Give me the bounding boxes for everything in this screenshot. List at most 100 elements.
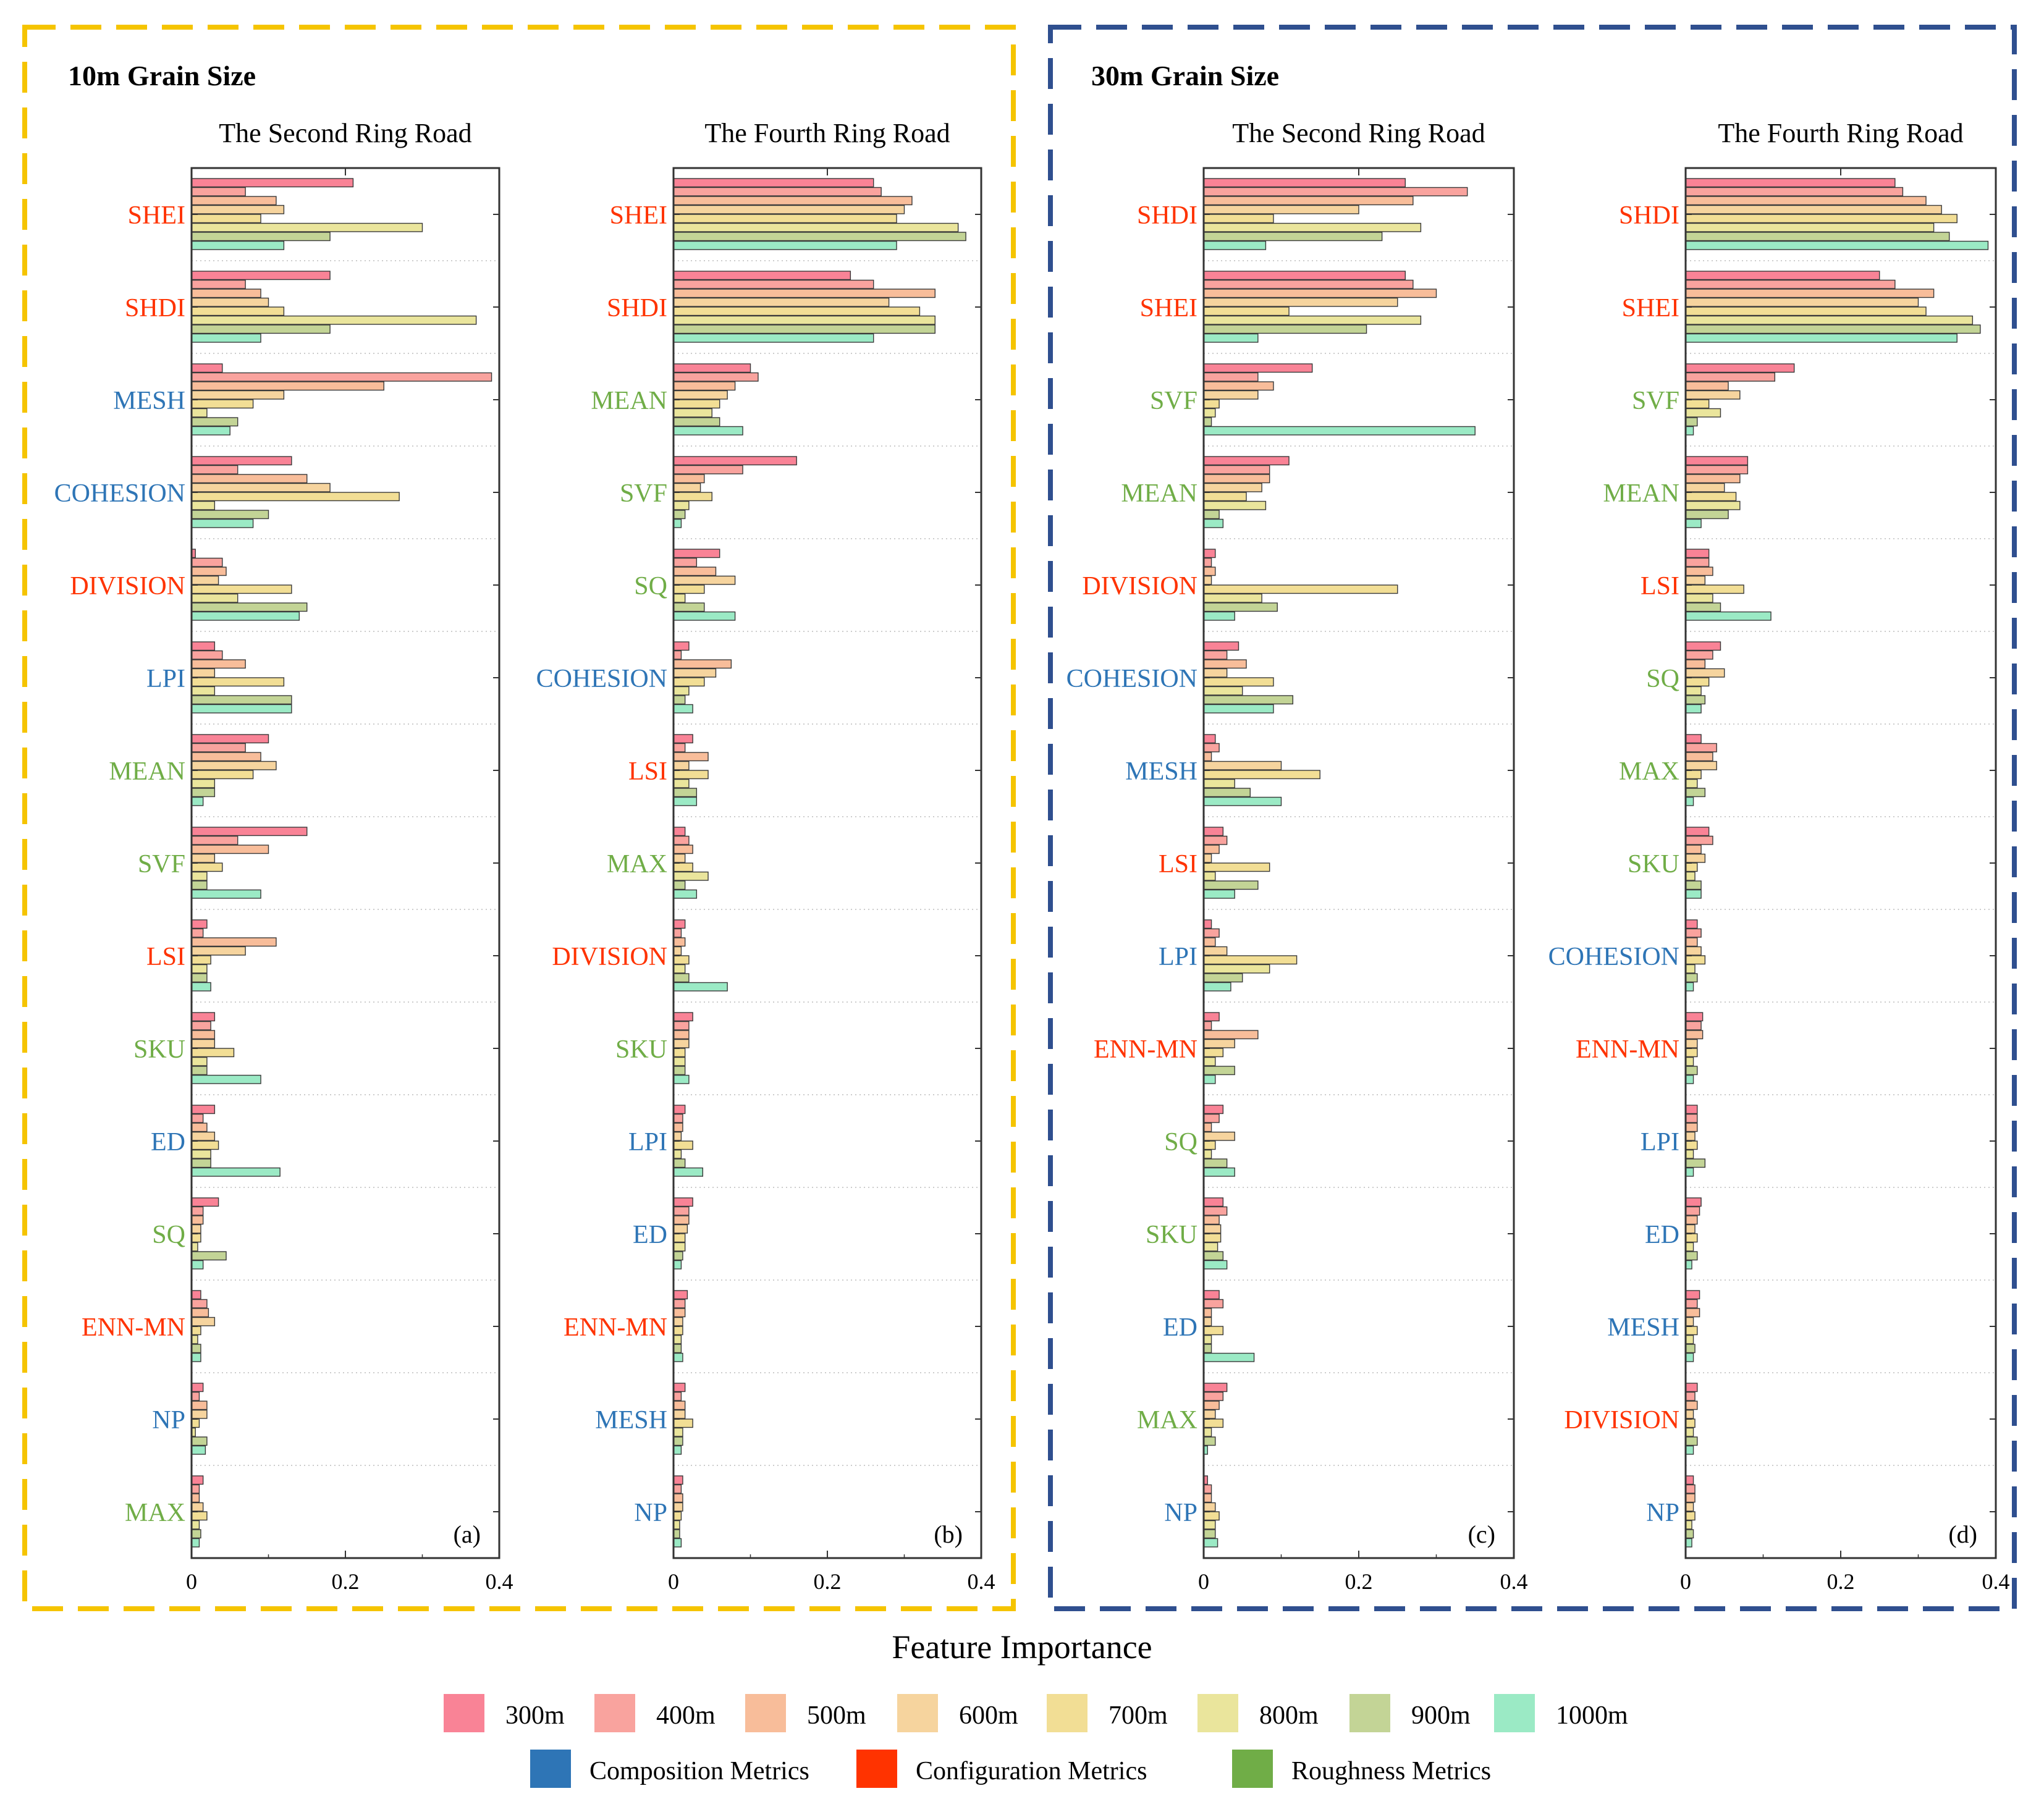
bar-max-500m: [1685, 752, 1713, 762]
bar-lsi-300m: [1203, 827, 1224, 836]
bar-mesh-600m: [191, 390, 285, 400]
bar-shei-1000m: [1685, 333, 1957, 343]
feature-label-cohesion: COHESION: [1066, 665, 1197, 693]
legend-label-700m: 700m: [1109, 1701, 1168, 1730]
bar-max-800m: [673, 871, 709, 881]
bar-lpi-1000m: [673, 1167, 704, 1177]
bar-cohesion-700m: [1685, 955, 1706, 965]
bar-shei-1000m: [1203, 333, 1259, 343]
bar-mesh-900m: [191, 417, 239, 427]
legend-swatch-800m: [1197, 1694, 1238, 1732]
bar-shdi-700m: [1685, 214, 1957, 224]
bar-shei-500m: [1203, 289, 1437, 298]
bar-cohesion-700m: [673, 677, 705, 687]
bar-mesh-700m: [1685, 1326, 1698, 1336]
bar-lpi-700m: [191, 677, 285, 687]
bar-mesh-900m: [1685, 1344, 1696, 1354]
bar-division-300m: [673, 919, 686, 929]
bar-sq-1000m: [1685, 704, 1702, 714]
bar-sku-900m: [1685, 880, 1702, 890]
bar-ed-500m: [1685, 1215, 1698, 1225]
bar-cohesion-700m: [1203, 677, 1274, 687]
bar-lsi-800m: [191, 964, 208, 974]
bar-mesh-800m: [673, 1427, 683, 1437]
legend-label-1000m: 1000m: [1556, 1701, 1628, 1730]
bar-cohesion-800m: [1203, 686, 1243, 696]
bar-division-700m: [1203, 584, 1398, 594]
bar-lsi-300m: [673, 734, 693, 744]
bar-cohesion-500m: [191, 474, 308, 484]
feature-label-svf: SVF: [1150, 387, 1197, 415]
bar-ed-500m: [673, 1215, 690, 1225]
bar-division-800m: [191, 593, 239, 603]
bar-mean-500m: [673, 381, 736, 391]
bar-shdi-900m: [1203, 232, 1383, 242]
bar-np-700m: [191, 1418, 200, 1428]
bar-svf-1000m: [191, 889, 261, 899]
bar-sku-800m: [673, 1056, 686, 1066]
bar-division-1000m: [191, 611, 300, 621]
bar-sku-500m: [673, 1030, 690, 1040]
bar-cohesion-900m: [673, 695, 686, 705]
legend-label-metric-2: Roughness Metrics: [1291, 1757, 1491, 1785]
bar-shdi-600m: [1203, 204, 1359, 214]
bar-sq-800m: [673, 593, 686, 603]
bar-mean-600m: [1685, 482, 1725, 492]
bar-np-700m: [1203, 1511, 1220, 1521]
feature-label-sq: SQ: [1164, 1128, 1197, 1156]
bar-lsi-800m: [673, 778, 690, 788]
bar-max-800m: [1685, 778, 1698, 788]
bar-mean-800m: [191, 778, 216, 788]
feature-label-lpi: LPI: [1641, 1128, 1679, 1156]
bar-mean-300m: [1685, 456, 1749, 466]
feature-label-cohesion: COHESION: [54, 479, 185, 508]
bar-svf-800m: [191, 871, 208, 881]
bar-shei-300m: [191, 178, 354, 188]
bar-cohesion-500m: [1203, 659, 1247, 669]
feature-label-mean: MEAN: [1121, 479, 1197, 508]
x-tick-label: 0.2: [1345, 1569, 1373, 1594]
bar-lpi-400m: [1685, 1113, 1698, 1123]
bar-max-400m: [1685, 743, 1717, 752]
bar-sq-500m: [1203, 1123, 1212, 1132]
bar-svf-400m: [1203, 372, 1259, 382]
bar-sku-900m: [673, 1066, 686, 1076]
bar-sku-1000m: [1685, 889, 1702, 899]
feature-label-np: NP: [1164, 1499, 1197, 1527]
bar-lsi-300m: [1685, 549, 1710, 558]
panel-label: (a): [454, 1520, 481, 1548]
feature-label-lsi: LSI: [146, 943, 185, 971]
bar-mean-400m: [1203, 465, 1270, 474]
legend-swatch-metric-0: [530, 1750, 571, 1788]
bar-mesh-500m: [673, 1401, 686, 1410]
bar-shei-400m: [1685, 279, 1896, 289]
bar-lsi-1000m: [1203, 889, 1235, 899]
bar-enn-mn-400m: [673, 1299, 686, 1308]
bar-ed-800m: [1685, 1242, 1694, 1252]
bar-sku-300m: [1685, 827, 1710, 836]
bar-shdi-600m: [673, 297, 890, 307]
bar-mean-600m: [191, 760, 277, 770]
bar-shdi-300m: [191, 271, 331, 280]
bar-ed-800m: [1203, 1334, 1212, 1344]
bar-svf-600m: [1685, 390, 1741, 400]
bar-mesh-800m: [1203, 778, 1235, 788]
bar-division-400m: [1685, 1391, 1696, 1401]
feature-label-sq: SQ: [1646, 665, 1679, 693]
x-tick-label: 0: [186, 1569, 197, 1594]
bar-shdi-1000m: [191, 333, 261, 343]
bar-ed-600m: [673, 1224, 688, 1234]
bar-shei-500m: [191, 196, 277, 206]
bar-cohesion-800m: [673, 686, 690, 696]
x-tick-label: 0.4: [1500, 1569, 1528, 1594]
bar-enn-mn-700m: [1685, 1048, 1698, 1058]
bar-shdi-400m: [1685, 187, 1904, 196]
bar-lpi-600m: [1203, 946, 1228, 956]
legend-label-300m: 300m: [505, 1701, 565, 1730]
bar-np-300m: [191, 1383, 204, 1392]
bar-ed-800m: [673, 1242, 686, 1252]
legend-label-metric-1: Configuration Metrics: [916, 1757, 1147, 1785]
bar-sku-900m: [191, 1066, 208, 1076]
bar-mesh-400m: [1203, 743, 1220, 752]
bar-sq-700m: [1685, 677, 1710, 687]
